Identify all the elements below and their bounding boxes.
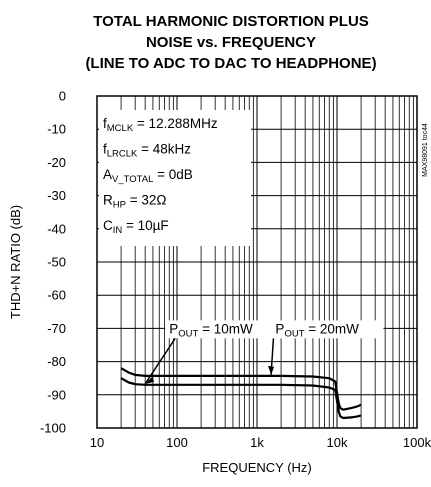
y-tick-label: -30 [47, 188, 66, 203]
annotation-text: CIN = 10µF [103, 218, 169, 236]
x-tick-label: 10k [327, 435, 348, 450]
chart-annotations: POUT = 10mW POUT = 20mW [144, 320, 384, 385]
y-tick-label: -50 [47, 255, 66, 270]
figure-code: MAX98091 toc44 [422, 123, 429, 177]
plot-frame [96, 95, 418, 429]
annotation-arrowhead [145, 376, 155, 384]
y-axis-ticks: 0 -10 -20 -30 -40 -50 -60 -70 -80 -90 -100 [40, 89, 66, 436]
annotation-text: fLRCLK = 48kHz [103, 142, 191, 160]
annotation-backdrop [271, 320, 384, 339]
y-tick-label: 0 [59, 89, 66, 104]
chart-title-line-2: NOISE vs. FREQUENCY [146, 34, 316, 51]
series-line [120, 377, 362, 420]
annotation-text: POUT = 10mW [169, 321, 253, 339]
chart-title-line-3: (LINE TO ADC TO DAC TO HEADPHONE) [85, 55, 376, 72]
x-axis-ticks: 10 100 1k 10k 100k [90, 435, 431, 450]
y-tick-label: -40 [47, 221, 66, 236]
test-conditions: fMCLK = 12.288MHz fLRCLK = 48kHz AV_TOTAL … [99, 110, 251, 246]
y-tick-label: -60 [47, 288, 66, 303]
y-axis-label: THD+N RATIO (dB) [8, 205, 23, 319]
y-tick-label: -80 [47, 354, 66, 369]
series-line [120, 367, 362, 411]
x-tick-label: 10 [90, 435, 104, 450]
annotation-text: AV_TOTAL = 0dB [103, 167, 193, 185]
annotation-arrowhead [268, 365, 275, 375]
x-tick-label: 100k [403, 435, 431, 450]
x-axis-label: FREQUENCY (Hz) [202, 460, 312, 475]
y-tick-label: -20 [47, 155, 66, 170]
x-tick-label: 100 [166, 435, 188, 450]
annotation-backdrop [165, 320, 278, 339]
y-tick-label: -70 [47, 321, 66, 336]
chart-title-line-1: TOTAL HARMONIC DISTORTION PLUS [93, 13, 369, 30]
annotation-text: RHP = 32Ω [103, 193, 166, 211]
y-tick-label: -10 [47, 122, 66, 137]
annotation-leader [144, 337, 176, 385]
y-tick-label: -90 [47, 387, 66, 402]
conditions-backdrop [99, 110, 251, 246]
annotation-text: fMCLK = 12.288MHz [103, 116, 218, 134]
x-tick-label: 1k [250, 435, 264, 450]
y-tick-label: -100 [40, 421, 66, 436]
annotation-text: POUT = 20mW [275, 321, 359, 339]
chart-series [120, 367, 362, 420]
